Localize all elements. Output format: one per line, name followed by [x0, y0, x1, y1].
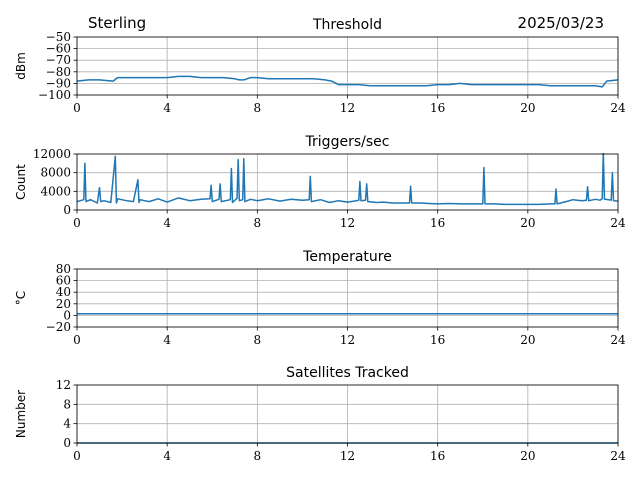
x-tick-label: 20	[520, 449, 535, 463]
panel-1: 0 4 8 12 16 20 24 −100−90−80−70−60−50 Threshold d…	[14, 17, 626, 115]
x-tick-label: 24	[610, 333, 626, 347]
panel-title: Threshold	[312, 17, 382, 33]
x-tick-label: 24	[610, 216, 626, 230]
x-tick-label: 0	[73, 333, 81, 347]
panel-title: Satellites Tracked	[286, 365, 409, 381]
y-tick-label: 8000	[40, 166, 71, 180]
x-tick-label: 12	[340, 333, 355, 347]
x-tick-label: 4	[163, 101, 171, 115]
x-tick-label: 20	[520, 101, 535, 115]
x-tick-label: 20	[520, 216, 535, 230]
x-tick-label: 16	[430, 101, 445, 115]
x-tick-label: 0	[73, 216, 81, 230]
x-tick-label: 16	[430, 333, 445, 347]
y-tick-label: −60	[46, 42, 71, 56]
y-tick-label: −100	[38, 88, 71, 102]
y-tick-label: 8	[63, 397, 71, 411]
panel-4: 0 4 8 12 16 20 24 0 4 8 12 Satellites Tracked Number	[14, 365, 626, 463]
y-tick-label: 4	[63, 417, 71, 431]
x-tick-label: 12	[340, 449, 355, 463]
y-tick-label: −90	[46, 76, 71, 90]
x-tick-label: 16	[430, 216, 445, 230]
x-tick-label: 8	[254, 449, 262, 463]
y-tick-label: −50	[46, 30, 71, 44]
series-line	[77, 75, 618, 88]
x-tick-label: 0	[73, 449, 81, 463]
series-line	[77, 153, 618, 206]
x-tick-label: 12	[340, 101, 355, 115]
x-tick-label: 8	[254, 101, 262, 115]
x-tick-label: 4	[163, 333, 171, 347]
y-tick-label: 60	[56, 274, 71, 288]
x-tick-label: 8	[254, 216, 262, 230]
y-tick-label: 12000	[33, 147, 71, 161]
y-tick-label: 0	[63, 308, 71, 322]
y-tick-label: −20	[46, 320, 71, 334]
x-tick-label: 8	[254, 333, 262, 347]
x-tick-label: 16	[430, 449, 445, 463]
report-date: 2025/03/23	[518, 14, 604, 32]
y-tick-label: 40	[56, 285, 71, 299]
y-axis-label: dBm	[14, 52, 28, 80]
y-tick-label: 20	[56, 297, 71, 311]
panel-title: Temperature	[302, 249, 392, 265]
y-tick-label: 4000	[40, 184, 71, 198]
y-axis-label: Count	[14, 164, 28, 200]
x-tick-label: 24	[610, 449, 626, 463]
x-tick-label: 4	[163, 216, 171, 230]
y-tick-label: 12	[56, 378, 71, 392]
y-tick-label: 0	[63, 203, 71, 217]
y-axis-label: Number	[14, 390, 28, 438]
x-tick-label: 20	[520, 333, 535, 347]
panel-title: Triggers/sec	[305, 134, 390, 150]
station-name: Sterling	[88, 14, 146, 32]
x-tick-label: 4	[163, 449, 171, 463]
y-tick-label: 0	[63, 436, 71, 450]
x-tick-label: 12	[340, 216, 355, 230]
x-tick-label: 24	[610, 101, 626, 115]
y-tick-label: −70	[46, 53, 71, 67]
y-axis-label: °C	[14, 291, 28, 305]
y-tick-label: −80	[46, 65, 71, 79]
panel-2: 0 4 8 12 16 20 24 0 4000 8000 12000 Triggers/sec Cou…	[14, 134, 626, 230]
y-tick-label: 80	[56, 262, 71, 276]
x-tick-label: 0	[73, 101, 81, 115]
